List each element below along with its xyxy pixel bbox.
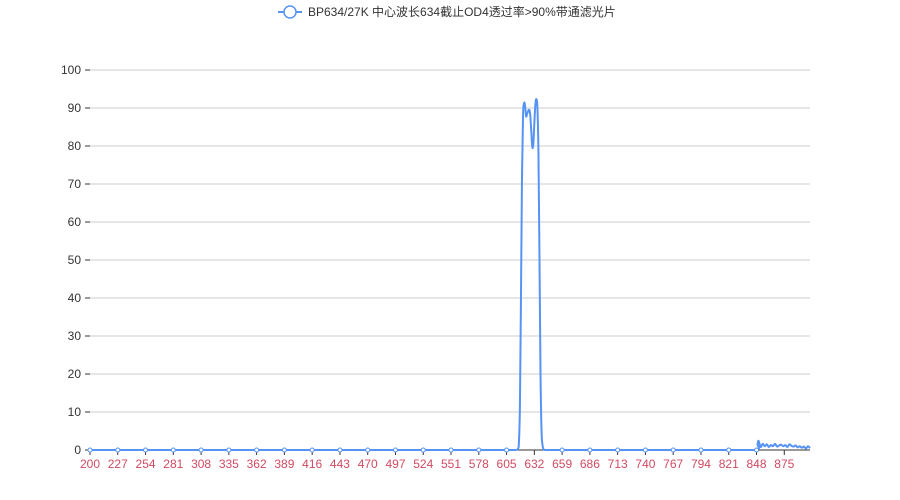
x-tick-label: 470 [358, 457, 378, 471]
x-tick-label: 632 [524, 457, 544, 471]
data-point[interactable] [476, 447, 482, 453]
x-tick-label: 200 [80, 457, 100, 471]
legend-marker-icon [283, 5, 297, 19]
data-point[interactable] [726, 447, 732, 453]
data-point[interactable] [198, 447, 204, 453]
x-tick-label: 416 [302, 457, 322, 471]
data-point[interactable] [559, 447, 565, 453]
y-tick-label: 80 [68, 139, 82, 153]
data-point[interactable] [448, 447, 454, 453]
data-point[interactable] [420, 447, 426, 453]
y-tick-label: 40 [68, 291, 82, 305]
x-tick-label: 740 [635, 457, 655, 471]
x-tick-label: 821 [719, 457, 739, 471]
x-tick-label: 524 [413, 457, 433, 471]
data-point[interactable] [170, 447, 176, 453]
x-tick-label: 605 [497, 457, 517, 471]
data-point[interactable] [587, 447, 593, 453]
x-tick-label: 713 [608, 457, 628, 471]
data-point[interactable] [226, 447, 232, 453]
x-tick-label: 254 [136, 457, 156, 471]
y-tick-label: 50 [68, 253, 82, 267]
x-axis: 200 227 254 281 308 335 362 389 416 443 470 497 524 5… [80, 449, 810, 471]
x-tick-label: 686 [580, 457, 600, 471]
x-tick-label: 848 [746, 457, 766, 471]
x-tick-label: 281 [163, 457, 183, 471]
y-tick-label: 10 [68, 405, 82, 419]
series-line[interactable] [89, 98, 811, 452]
data-point[interactable] [87, 447, 93, 453]
data-point[interactable] [309, 447, 315, 453]
legend-entry-label: BP634/27K 中心波长634截止OD4透过率>90%带通滤光片 [308, 4, 616, 19]
y-tick-label: 60 [68, 215, 82, 229]
y-tick-label: 90 [68, 101, 82, 115]
data-point[interactable] [337, 447, 343, 453]
x-tick-label: 875 [774, 457, 794, 471]
data-point[interactable] [642, 447, 648, 453]
gridlines [90, 69, 810, 413]
x-tick-label: 551 [441, 457, 461, 471]
y-tick-label: 0 [74, 443, 81, 457]
data-point[interactable] [115, 447, 121, 453]
y-tick-label: 70 [68, 177, 82, 191]
x-tick-label: 227 [108, 457, 128, 471]
x-tick-label: 497 [385, 457, 405, 471]
y-tick-label: 100 [61, 63, 81, 77]
x-tick-label: 362 [247, 457, 267, 471]
data-point[interactable] [365, 447, 371, 453]
data-point[interactable] [143, 447, 149, 453]
data-point-markers [87, 447, 760, 453]
data-point[interactable] [698, 447, 704, 453]
series-layer [89, 98, 811, 452]
x-tick-label: 443 [330, 457, 350, 471]
data-point[interactable] [392, 447, 398, 453]
data-point[interactable] [615, 447, 621, 453]
y-tick-label: 20 [68, 367, 82, 381]
data-point[interactable] [754, 447, 760, 453]
y-tick-label: 30 [68, 329, 82, 343]
x-tick-label: 578 [469, 457, 489, 471]
x-tick-label: 794 [691, 457, 711, 471]
x-tick-label: 767 [663, 457, 683, 471]
data-point[interactable] [670, 447, 676, 453]
data-point[interactable] [281, 447, 287, 453]
y-axis: 0 10 20 30 40 50 60 70 80 90 100 [61, 63, 90, 457]
x-tick-label: 389 [274, 457, 294, 471]
data-point[interactable] [254, 447, 260, 453]
x-tick-label: 308 [191, 457, 211, 471]
data-point[interactable] [504, 447, 510, 453]
x-tick-label: 659 [552, 457, 572, 471]
legend[interactable]: BP634/27K 中心波长634截止OD4透过率>90%带通滤光片 [278, 4, 616, 19]
x-tick-label: 335 [219, 457, 239, 471]
